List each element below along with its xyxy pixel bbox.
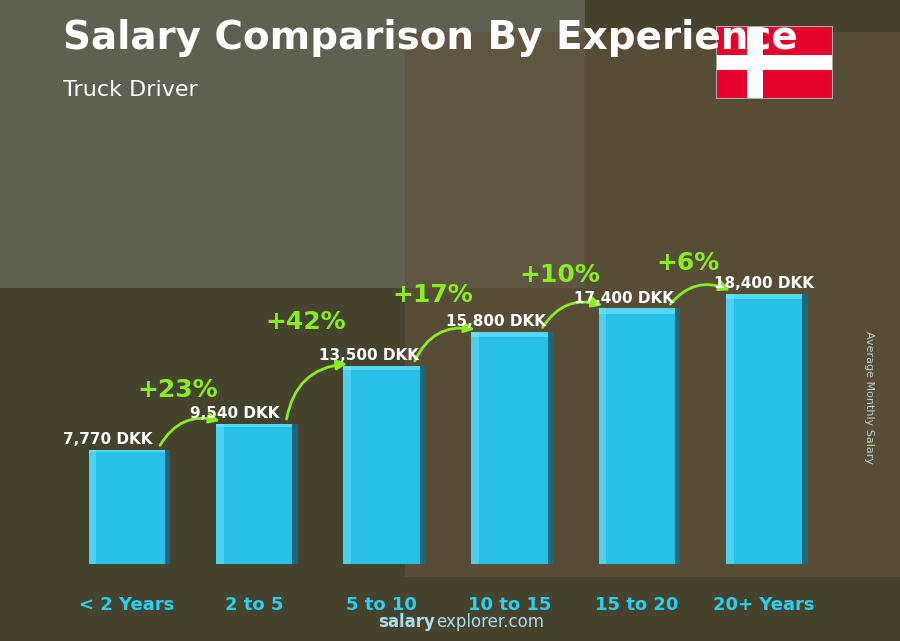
Bar xyxy=(88,450,165,564)
Bar xyxy=(726,294,803,564)
Bar xyxy=(471,332,547,564)
Text: < 2 Years: < 2 Years xyxy=(79,596,175,614)
Text: 5 to 10: 5 to 10 xyxy=(346,596,418,614)
Bar xyxy=(216,424,223,564)
Text: +17%: +17% xyxy=(392,283,473,308)
Bar xyxy=(476,332,553,564)
Bar xyxy=(471,332,547,337)
Bar xyxy=(598,308,675,564)
Bar xyxy=(344,366,420,370)
Text: 15,800 DKK: 15,800 DKK xyxy=(446,314,546,329)
Bar xyxy=(344,366,351,564)
Text: 9,540 DKK: 9,540 DKK xyxy=(191,406,280,421)
Bar xyxy=(604,308,680,564)
Text: 7,770 DKK: 7,770 DKK xyxy=(63,432,152,447)
Bar xyxy=(598,308,675,313)
Bar xyxy=(88,450,165,452)
Bar xyxy=(747,26,763,99)
Text: 17,400 DKK: 17,400 DKK xyxy=(574,290,674,306)
Text: salary: salary xyxy=(378,613,435,631)
Text: +42%: +42% xyxy=(265,310,346,334)
Bar xyxy=(344,366,420,564)
Bar xyxy=(726,294,803,299)
Text: 20+ Years: 20+ Years xyxy=(714,596,815,614)
Text: 13,500 DKK: 13,500 DKK xyxy=(319,348,419,363)
Text: Average Monthly Salary: Average Monthly Salary xyxy=(863,331,874,464)
Bar xyxy=(348,366,425,564)
Text: 15 to 20: 15 to 20 xyxy=(595,596,679,614)
Bar xyxy=(216,424,292,427)
Text: 10 to 15: 10 to 15 xyxy=(468,596,551,614)
Bar xyxy=(726,294,734,564)
Text: 18,400 DKK: 18,400 DKK xyxy=(715,276,814,291)
Bar xyxy=(0,0,585,288)
Text: 2 to 5: 2 to 5 xyxy=(225,596,284,614)
Text: explorer.com: explorer.com xyxy=(436,613,544,631)
Text: +10%: +10% xyxy=(520,263,600,287)
Text: +6%: +6% xyxy=(656,251,719,275)
Bar xyxy=(94,450,170,564)
Bar xyxy=(0,0,585,288)
Bar xyxy=(221,424,298,564)
Bar xyxy=(716,54,832,71)
Bar xyxy=(731,294,807,564)
Bar xyxy=(216,424,292,564)
Text: +23%: +23% xyxy=(138,378,218,402)
Text: Salary Comparison By Experience: Salary Comparison By Experience xyxy=(63,19,797,57)
Bar xyxy=(405,32,900,577)
Bar xyxy=(88,450,96,564)
Bar xyxy=(598,308,607,564)
Bar xyxy=(471,332,479,564)
Text: Truck Driver: Truck Driver xyxy=(63,80,198,100)
